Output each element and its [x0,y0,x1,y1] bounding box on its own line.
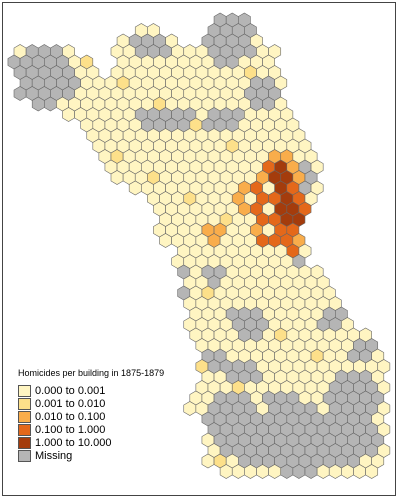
legend-swatch-missing [18,449,31,462]
legend-swatch-class-4 [18,423,31,436]
legend-label-class-4: 0.100 to 1.000 [35,423,106,436]
legend-swatch-class-3 [18,410,31,423]
legend-swatch-class-1 [18,384,31,397]
legend-item-class-5: 1.000 to 10.000 [18,436,164,449]
legend-label-class-5: 1.000 to 10.000 [35,436,112,449]
legend-title: Homicides per building in 1875-1879 [18,368,165,378]
map-legend: Homicides per building in 1875-1879 0.00… [18,368,164,462]
legend-item-class-4: 0.100 to 1.000 [18,423,164,436]
legend-swatch-class-5 [18,436,31,449]
legend-label-class-2: 0.001 to 0.010 [35,397,106,410]
hex-cell-660 [365,464,379,479]
legend-label-class-1: 0.000 to 0.001 [35,384,106,397]
legend-swatch-class-2 [18,397,31,410]
legend-item-class-2: 0.001 to 0.010 [18,397,164,410]
legend-label-missing: Missing [35,449,73,462]
legend-item-missing: Missing [18,449,164,462]
legend-item-class-1: 0.000 to 0.001 [18,384,164,397]
legend-item-class-3: 0.010 to 0.100 [18,410,164,423]
legend-label-class-3: 0.010 to 0.100 [35,410,106,423]
